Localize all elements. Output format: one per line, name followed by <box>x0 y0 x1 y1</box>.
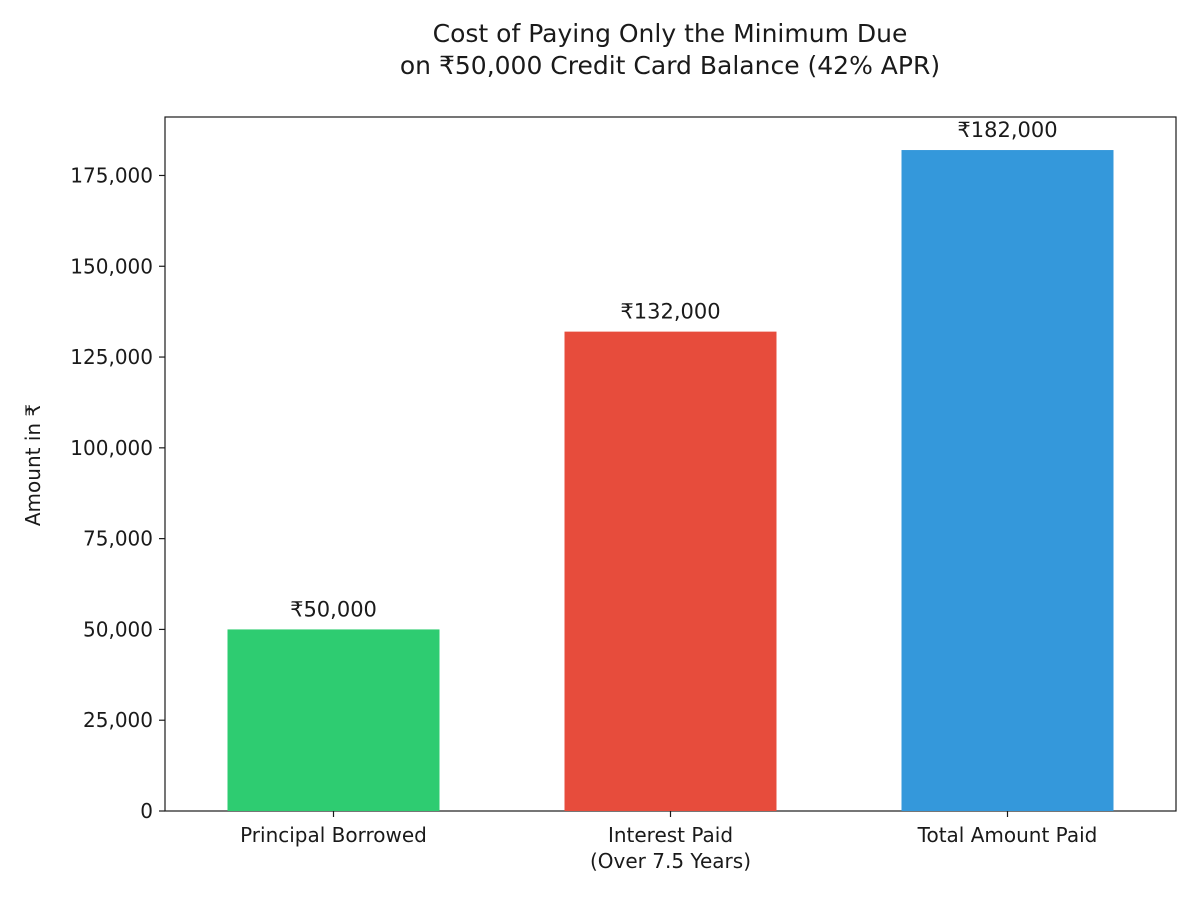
y-tick-label: 75,000 <box>83 527 153 551</box>
x-axis: Principal Borrowed Interest Paid(Over 7.5… <box>240 811 1097 873</box>
bars <box>227 150 1114 812</box>
bar-2 <box>564 331 777 811</box>
chart-title-line-2: on ₹50,000 Credit Card Balance (42% APR) <box>400 51 940 80</box>
y-tick-label: 50,000 <box>83 617 153 641</box>
y-tick-label: 100,000 <box>70 436 153 460</box>
x-category-label: (Over 7.5 Years) <box>590 849 751 873</box>
y-axis-label: Amount in ₹ <box>21 404 45 526</box>
y-tick-label: 175,000 <box>70 163 153 187</box>
y-tick-label: 150,000 <box>70 254 153 278</box>
y-tick-label: 0 <box>140 799 153 823</box>
y-tick-label: 25,000 <box>83 708 153 732</box>
x-category-label: Interest Paid <box>608 823 733 847</box>
x-category-label: Principal Borrowed <box>240 823 427 847</box>
data-labels: ₹50,000 ₹132,000 ₹182,000 <box>290 118 1058 621</box>
bar-3 <box>901 150 1114 812</box>
x-category-label: Total Amount Paid <box>917 823 1098 847</box>
y-axis: 0 25,000 50,000 75,000 100,000 125,000 150,000… <box>70 163 165 823</box>
bar-value-label: ₹132,000 <box>620 300 720 324</box>
chart-title: Cost of Paying Only the Minimum Due on ₹5… <box>400 19 940 80</box>
bar-value-label: ₹50,000 <box>290 597 377 621</box>
chart-title-line-1: Cost of Paying Only the Minimum Due <box>433 19 908 48</box>
bar-value-label: ₹182,000 <box>957 118 1057 142</box>
y-tick-label: 125,000 <box>70 345 153 369</box>
bar-1 <box>227 629 440 811</box>
